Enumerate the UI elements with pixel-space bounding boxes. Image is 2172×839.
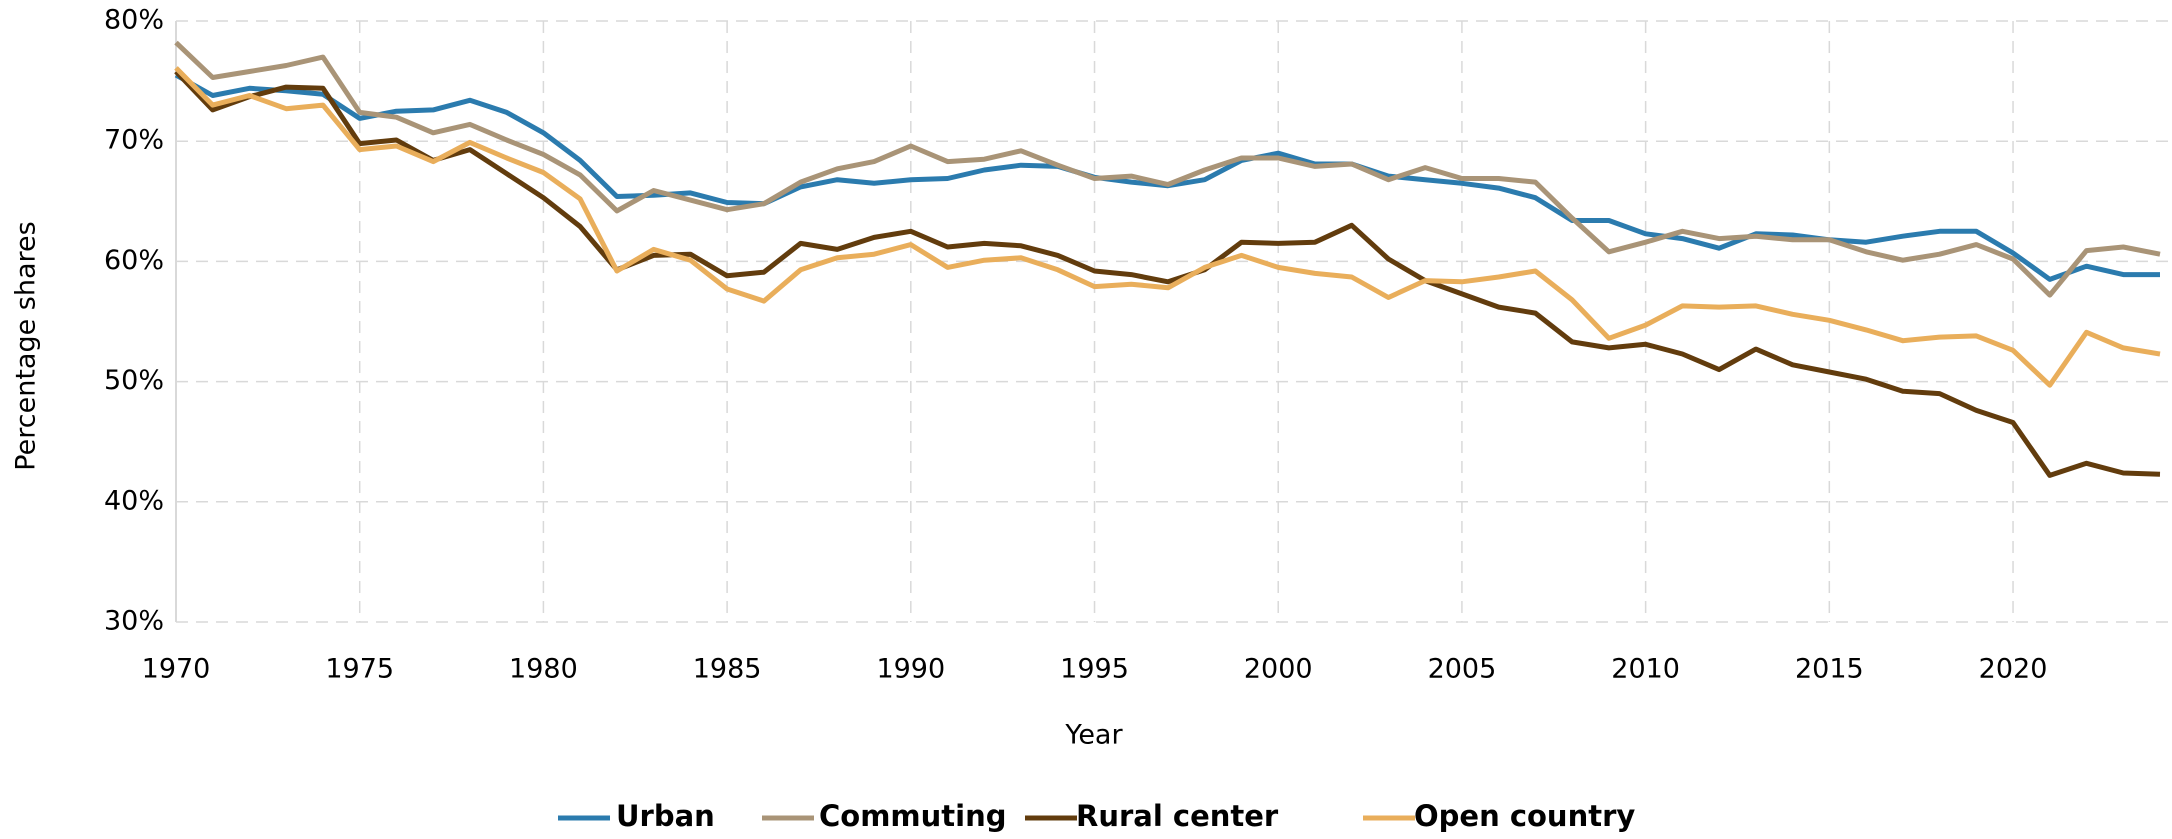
series-line xyxy=(174,40,2161,298)
x-tick-label: 2020 xyxy=(1979,654,2048,685)
legend-label: Rural center xyxy=(1076,799,1279,833)
x-axis-label: Year xyxy=(1064,720,1123,751)
x-tick-label: 1995 xyxy=(1060,654,1129,685)
legend-label: Open country xyxy=(1414,799,1635,833)
series-line xyxy=(174,66,2161,388)
y-tick-label: 80% xyxy=(104,5,164,36)
y-tick-label: 30% xyxy=(104,606,164,637)
x-tick-label: 2010 xyxy=(1611,654,1680,685)
x-tick-label: 1975 xyxy=(325,654,394,685)
x-tick-label: 1970 xyxy=(142,654,211,685)
legend-label: Urban xyxy=(616,799,715,833)
y-axis-label: Percentage shares xyxy=(11,221,42,470)
x-tick-label: 1990 xyxy=(876,654,945,685)
series-line xyxy=(174,69,2161,478)
x-tick-label: 2015 xyxy=(1795,654,1864,685)
y-tick-label: 60% xyxy=(104,245,164,276)
x-tick-label: 1985 xyxy=(693,654,762,685)
x-tick-label: 1980 xyxy=(509,654,578,685)
y-tick-label: 40% xyxy=(104,485,164,516)
y-tick-label: 50% xyxy=(104,365,164,396)
x-tick-label: 2005 xyxy=(1428,654,1497,685)
legend-label: Commuting xyxy=(819,799,1007,833)
y-tick-label: 70% xyxy=(104,125,164,156)
x-tick-label: 2000 xyxy=(1244,654,1313,685)
